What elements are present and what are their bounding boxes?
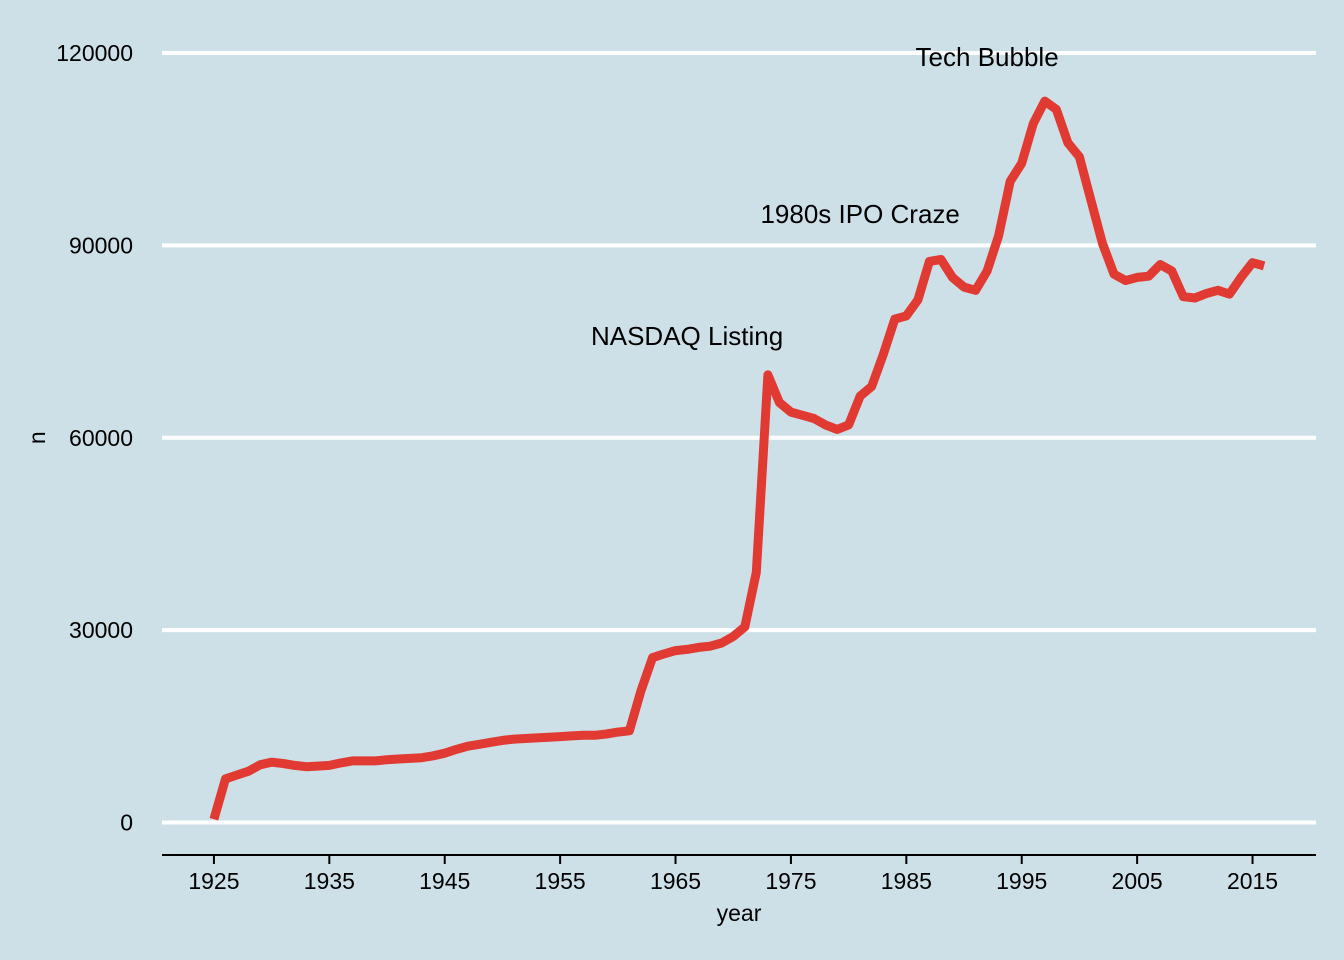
x-tick-label: 1925 [188,868,239,894]
x-tick-label: 1955 [535,868,586,894]
y-tick-label: 90000 [69,232,133,258]
annotation-label: Tech Bubble [916,42,1059,72]
y-tick-label: 60000 [69,425,133,451]
annotation-label: NASDAQ Listing [591,321,783,351]
y-axis-title: n [24,431,50,444]
gridlines [162,51,1316,825]
x-tick-label: 1945 [419,868,470,894]
y-tick-label: 30000 [69,617,133,643]
x-tick-label: 1975 [765,868,816,894]
series-line [209,96,1266,821]
x-axis-title: year [717,900,762,926]
x-tick-label: 2005 [1112,868,1163,894]
x-tick-label: 1995 [996,868,1047,894]
x-tick-label: 1935 [304,868,355,894]
annotation-label: 1980s IPO Craze [760,199,959,229]
y-tick-label: 0 [120,810,133,836]
y-tick-label: 120000 [56,40,133,66]
x-tick-label: 2015 [1227,868,1278,894]
x-tick-label: 1985 [881,868,932,894]
x-axis-ticks: 1925 1935 1945 1955 1965 1975 1985 1995 2005 2015 [188,855,1278,894]
annotations: NASDAQ Listing 1980s IPO Craze Tech Bubble [591,42,1059,351]
x-tick-label: 1965 [650,868,701,894]
y-axis-tick-labels: 0 30000 60000 90000 120000 [56,40,133,836]
